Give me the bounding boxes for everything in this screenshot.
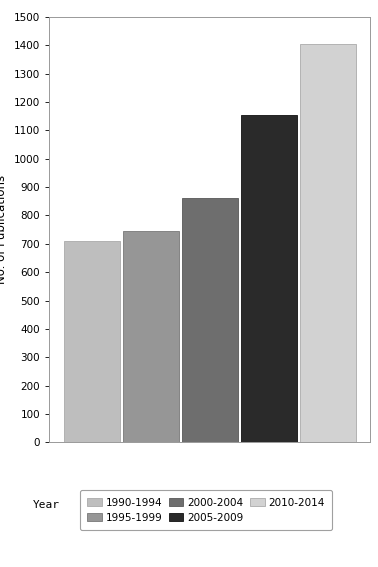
Bar: [64, 241, 120, 442]
Text: Year: Year: [33, 500, 59, 510]
Legend: 1990-1994, 1995-1999, 2000-2004, 2005-2009, 2010-2014: 1990-1994, 1995-1999, 2000-2004, 2005-20…: [80, 490, 332, 530]
Y-axis label: No. of Publications: No. of Publications: [0, 175, 8, 284]
Bar: [182, 198, 238, 442]
Bar: [300, 44, 356, 442]
Bar: [241, 115, 297, 442]
Bar: [123, 231, 179, 442]
